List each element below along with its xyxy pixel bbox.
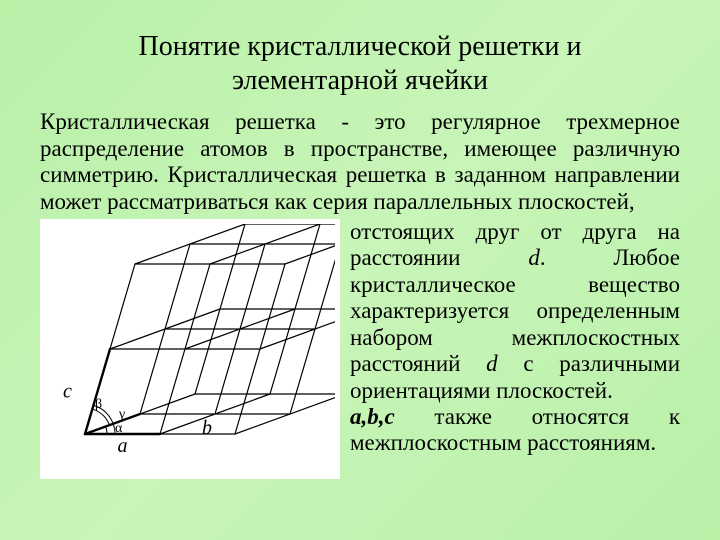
- title-line-1: Понятие кристаллической решетки и: [139, 31, 582, 62]
- lattice-svg: a b c αγ β: [45, 224, 335, 474]
- side-text: отстоящих друг от друга на расстоянии d.…: [350, 219, 680, 479]
- content-row: a b c αγ β отстоящих друг от друга на рассто…: [40, 219, 680, 479]
- svg-text:β: β: [95, 397, 102, 412]
- page-title: Понятие кристаллической решетки и элемен…: [40, 30, 680, 97]
- lattice-diagram: a b c αγ β: [40, 219, 340, 479]
- var-d-2: d: [486, 351, 498, 376]
- side-text-2: также относятся к межплоскостным расстоя…: [350, 404, 680, 455]
- svg-text:α: α: [115, 421, 123, 436]
- svg-text:γ: γ: [118, 407, 125, 422]
- svg-text:c: c: [63, 380, 72, 402]
- var-abc: a,b,c: [350, 404, 395, 429]
- svg-text:b: b: [202, 417, 212, 439]
- svg-text:a: a: [118, 435, 128, 457]
- var-d-1: d: [528, 245, 540, 270]
- intro-paragraph: Кристаллическая решетка - это регулярное…: [40, 109, 680, 215]
- title-line-2: элементарной ячейки: [232, 65, 488, 96]
